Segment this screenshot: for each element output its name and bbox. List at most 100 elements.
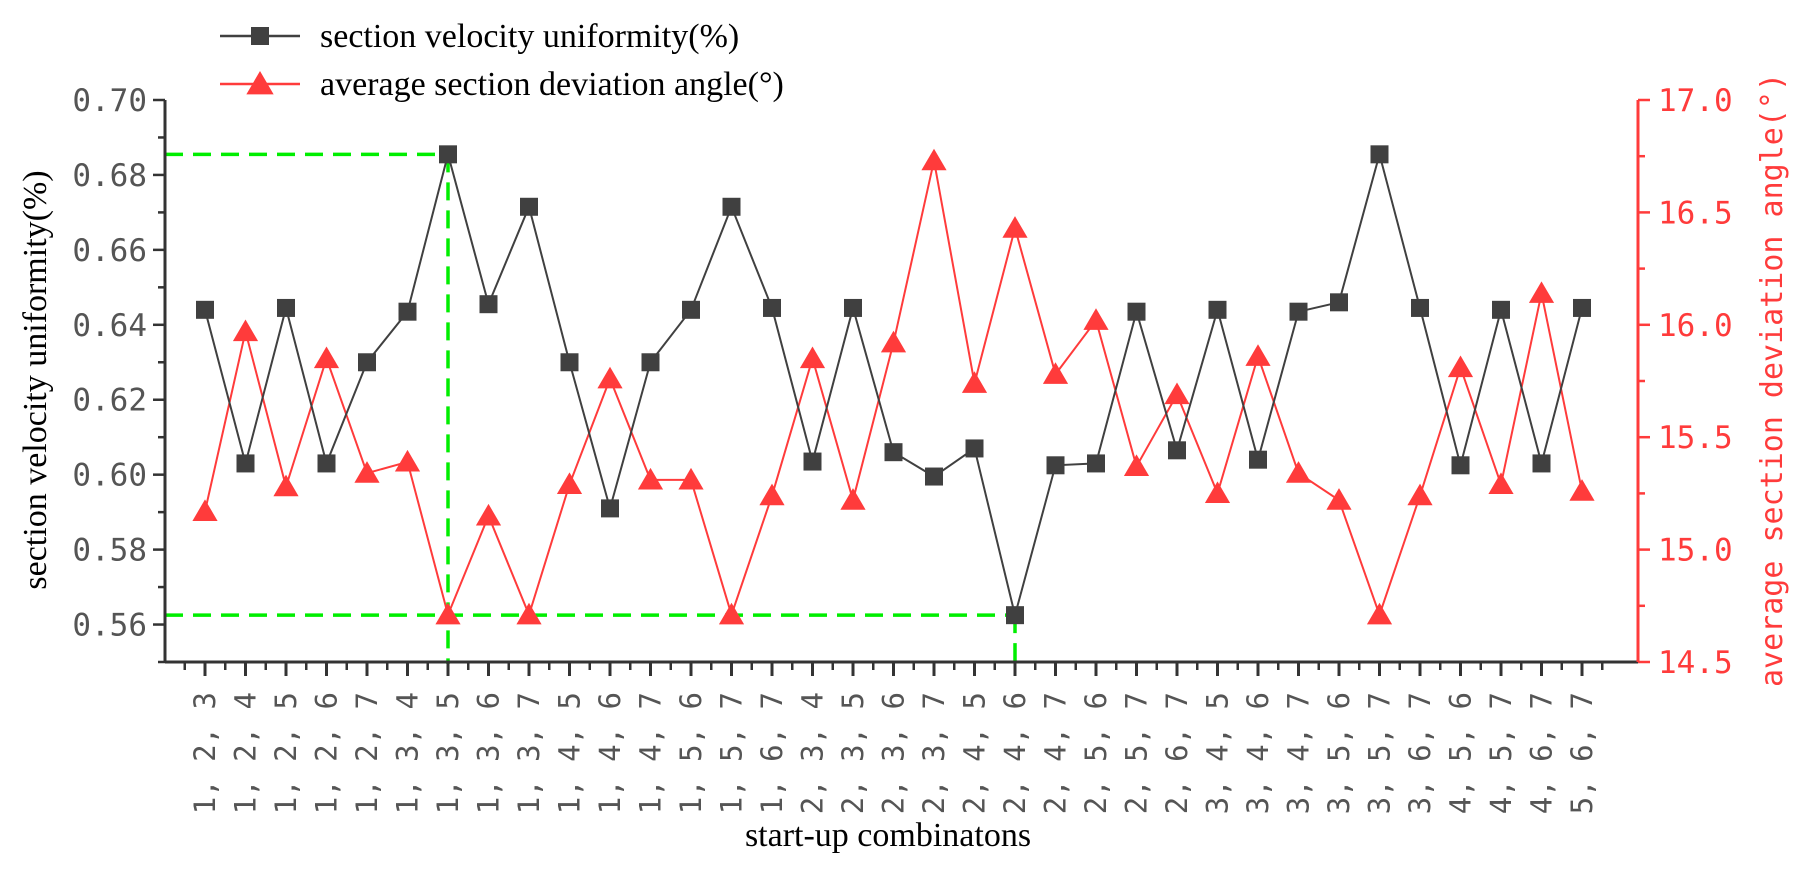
triangle-marker bbox=[759, 483, 785, 506]
x-tick-label: 3, 5, 6 bbox=[1322, 692, 1356, 814]
series-line bbox=[204, 150, 1583, 616]
x-tick-label: 1, 4, 5 bbox=[553, 692, 587, 814]
legend-triangle-marker bbox=[246, 71, 274, 95]
square-marker bbox=[1168, 441, 1186, 460]
x-tick-label: 1, 2, 6 bbox=[310, 692, 344, 814]
x-tick-label: 5, 6, 7 bbox=[1565, 692, 1599, 814]
triangle-marker bbox=[637, 467, 664, 490]
square-marker bbox=[641, 353, 660, 372]
square-marker bbox=[1573, 298, 1591, 317]
triangle-marker bbox=[597, 366, 623, 389]
left-tick-label: 0.60 bbox=[72, 458, 147, 494]
triangle-marker bbox=[192, 499, 218, 521]
left-tick-label: 0.62 bbox=[72, 383, 147, 419]
square-marker bbox=[1127, 302, 1146, 321]
right-tick-label: 17.0 bbox=[1658, 83, 1733, 119]
square-marker bbox=[601, 499, 619, 518]
x-tick-label: 2, 3, 5 bbox=[836, 692, 870, 814]
legend-item-velocity-uniformity: section velocity uniformity(%) bbox=[220, 18, 739, 55]
triangle-marker bbox=[232, 319, 259, 342]
x-tick-label: 1, 2, 4 bbox=[229, 692, 263, 814]
x-tick-label: 1, 2, 7 bbox=[350, 692, 384, 814]
x-tick-label: 2, 4, 7 bbox=[1039, 692, 1073, 814]
square-marker bbox=[1006, 606, 1024, 625]
square-marker bbox=[479, 295, 498, 314]
square-marker bbox=[236, 454, 255, 473]
square-marker bbox=[196, 300, 214, 319]
left-tick-label: 0.70 bbox=[72, 83, 147, 119]
square-marker bbox=[1249, 450, 1267, 469]
triangle-marker bbox=[435, 602, 461, 625]
triangle-marker bbox=[1366, 602, 1393, 625]
left-tick-label: 0.68 bbox=[72, 158, 147, 194]
x-tick-label: 2, 5, 6 bbox=[1079, 692, 1113, 814]
square-marker bbox=[844, 298, 862, 317]
triangle-marker bbox=[961, 371, 988, 393]
left-tick-label: 0.66 bbox=[72, 233, 147, 269]
x-tick-label: 2, 5, 7 bbox=[1120, 692, 1154, 814]
x-tick-label: 4, 5, 7 bbox=[1484, 692, 1518, 814]
right-tick-label: 16.5 bbox=[1658, 195, 1733, 231]
x-tick-label: 1, 6, 7 bbox=[755, 692, 789, 814]
x-tick-label: 1, 4, 6 bbox=[593, 692, 627, 814]
x-tick-label: 3, 4, 6 bbox=[1241, 692, 1275, 814]
square-marker bbox=[560, 353, 579, 372]
square-marker bbox=[925, 467, 943, 486]
square-marker bbox=[763, 298, 781, 317]
series-layer bbox=[192, 145, 1595, 625]
square-marker bbox=[884, 443, 903, 462]
triangle-marker bbox=[718, 602, 745, 625]
x-tick-label: 3, 6, 7 bbox=[1403, 692, 1437, 814]
triangle-marker bbox=[1285, 461, 1312, 483]
x-tick-label: 3, 4, 7 bbox=[1282, 692, 1316, 814]
left-tick-label: 0.56 bbox=[72, 608, 147, 644]
triangle-marker bbox=[1488, 472, 1514, 495]
square-marker bbox=[722, 197, 741, 216]
x-tick-label: 1, 5, 6 bbox=[674, 692, 708, 814]
right-tick-label: 15.0 bbox=[1658, 533, 1733, 569]
triangle-marker bbox=[678, 467, 704, 490]
x-tick-label: 2, 4, 5 bbox=[958, 692, 992, 814]
square-marker bbox=[439, 145, 457, 164]
x-tick-label: 1, 3, 4 bbox=[391, 692, 425, 814]
x-tick-label: 1, 3, 6 bbox=[472, 692, 506, 814]
triangle-marker bbox=[1326, 488, 1352, 510]
triangle-marker bbox=[1164, 382, 1190, 405]
square-marker bbox=[1492, 300, 1510, 319]
x-tick-label: 4, 6, 7 bbox=[1525, 692, 1559, 814]
legend-square-marker bbox=[251, 27, 269, 45]
triangle-marker bbox=[1447, 355, 1474, 378]
triangle-marker bbox=[273, 474, 299, 497]
square-marker bbox=[520, 197, 538, 216]
chart-axes: 0.56 0.58 0.60 0.62 0.64 0.66 0.68 0.70 14.5 15.0… bbox=[72, 83, 1732, 814]
x-tick-label: 2, 3, 7 bbox=[917, 692, 951, 814]
x-tick-label: 1, 4, 7 bbox=[634, 692, 668, 814]
square-marker bbox=[1451, 456, 1470, 475]
right-tick-label: 14.5 bbox=[1658, 645, 1733, 681]
square-marker bbox=[317, 454, 336, 473]
x-tick-label: 1, 3, 7 bbox=[512, 692, 546, 814]
square-marker bbox=[398, 302, 417, 321]
triangle-marker bbox=[921, 148, 947, 171]
right-tick-label: 16.0 bbox=[1658, 308, 1733, 344]
square-marker bbox=[682, 300, 700, 319]
triangle-marker bbox=[394, 449, 421, 472]
x-tick-label: 3, 4, 5 bbox=[1201, 692, 1235, 814]
square-marker bbox=[1208, 300, 1227, 319]
x-tick-label: 1, 2, 3 bbox=[188, 692, 222, 814]
triangle-marker bbox=[840, 488, 866, 510]
square-marker bbox=[277, 298, 295, 317]
x-tick-label: 4, 5, 6 bbox=[1444, 692, 1478, 814]
left-y-axis-title: section velocity uniformity(%) bbox=[17, 170, 54, 589]
triangle-marker bbox=[556, 472, 583, 495]
legend: section velocity uniformity(%) average se… bbox=[220, 18, 784, 103]
green-dashed-guides bbox=[165, 152, 1017, 664]
square-marker bbox=[1330, 293, 1348, 312]
square-marker bbox=[1411, 298, 1429, 317]
left-tick-label: 0.58 bbox=[72, 533, 147, 569]
triangle-marker bbox=[1083, 308, 1109, 330]
triangle-marker bbox=[1204, 481, 1231, 503]
triangle-marker bbox=[1042, 362, 1069, 384]
square-marker bbox=[965, 439, 984, 458]
